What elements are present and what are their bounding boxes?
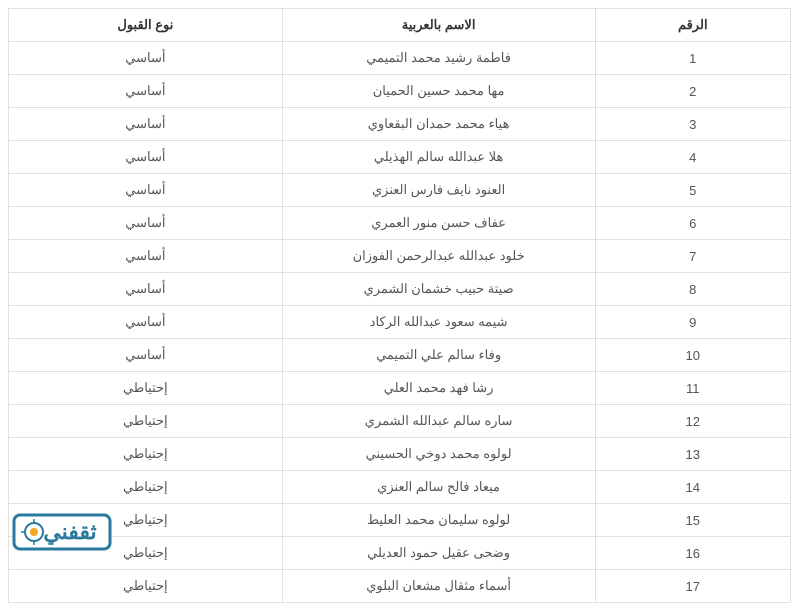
cell-type: أساسي bbox=[9, 273, 283, 306]
table-row: 7خلود عبدالله عبدالرحمن الفوزانأساسي bbox=[9, 240, 791, 273]
table-row: 3هياء محمد حمدان البقعاويأساسي bbox=[9, 108, 791, 141]
cell-name: رشا فهد محمد العلي bbox=[282, 372, 595, 405]
table-row: 11رشا فهد محمد العليإحتياطي bbox=[9, 372, 791, 405]
cell-name: ميعاد فالح سالم العنزي bbox=[282, 471, 595, 504]
cell-type: أساسي bbox=[9, 306, 283, 339]
cell-name: وضحى عقيل حمود العديلي bbox=[282, 537, 595, 570]
cell-name: هلا عبدالله سالم الهذيلي bbox=[282, 141, 595, 174]
cell-number: 13 bbox=[595, 438, 791, 471]
table-row: 2مها محمد حسين الحميانأساسي bbox=[9, 75, 791, 108]
table-row: 1فاطمة رشيد محمد التميميأساسي bbox=[9, 42, 791, 75]
table-row: 10وفاء سالم علي التميميأساسي bbox=[9, 339, 791, 372]
cell-number: 3 bbox=[595, 108, 791, 141]
cell-type: أساسي bbox=[9, 240, 283, 273]
table-row: 17أسماء مثقال مشعان البلويإحتياطي bbox=[9, 570, 791, 603]
cell-type: أساسي bbox=[9, 42, 283, 75]
cell-number: 2 bbox=[595, 75, 791, 108]
svg-text:ثقفني: ثقفني bbox=[43, 519, 96, 545]
header-type: نوع القبول bbox=[9, 9, 283, 42]
cell-type: إحتياطي bbox=[9, 570, 283, 603]
cell-type: أساسي bbox=[9, 207, 283, 240]
table-row: 4هلا عبدالله سالم الهذيليأساسي bbox=[9, 141, 791, 174]
cell-number: 1 bbox=[595, 42, 791, 75]
cell-name: ساره سالم عبدالله الشمري bbox=[282, 405, 595, 438]
cell-number: 14 bbox=[595, 471, 791, 504]
cell-number: 17 bbox=[595, 570, 791, 603]
cell-name: صيتة حبيب خشمان الشمري bbox=[282, 273, 595, 306]
cell-name: أسماء مثقال مشعان البلوي bbox=[282, 570, 595, 603]
table-header-row: الرقم الاسم بالعربية نوع القبول bbox=[9, 9, 791, 42]
cell-number: 7 bbox=[595, 240, 791, 273]
cell-number: 12 bbox=[595, 405, 791, 438]
table-row: 5العنود نايف فارس العنزيأساسي bbox=[9, 174, 791, 207]
cell-name: شيمه سعود عبدالله الركاد bbox=[282, 306, 595, 339]
cell-type: أساسي bbox=[9, 174, 283, 207]
cell-name: عفاف حسن منور العمري bbox=[282, 207, 595, 240]
cell-number: 4 bbox=[595, 141, 791, 174]
table-row: 9شيمه سعود عبدالله الركادأساسي bbox=[9, 306, 791, 339]
cell-name: العنود نايف فارس العنزي bbox=[282, 174, 595, 207]
cell-number: 15 bbox=[595, 504, 791, 537]
table-row: 13لولوه محمد دوخي الحسينيإحتياطي bbox=[9, 438, 791, 471]
cell-type: إحتياطي bbox=[9, 438, 283, 471]
table-row: 15لولوه سليمان محمد العليطإحتياطي bbox=[9, 504, 791, 537]
cell-name: لولوه محمد دوخي الحسيني bbox=[282, 438, 595, 471]
cell-name: لولوه سليمان محمد العليط bbox=[282, 504, 595, 537]
cell-name: مها محمد حسين الحميان bbox=[282, 75, 595, 108]
header-number: الرقم bbox=[595, 9, 791, 42]
table-row: 8صيتة حبيب خشمان الشمريأساسي bbox=[9, 273, 791, 306]
cell-name: وفاء سالم علي التميمي bbox=[282, 339, 595, 372]
cell-type: إحتياطي bbox=[9, 405, 283, 438]
cell-type: أساسي bbox=[9, 141, 283, 174]
admissions-table: الرقم الاسم بالعربية نوع القبول 1فاطمة ر… bbox=[8, 8, 791, 603]
table-row: 14ميعاد فالح سالم العنزيإحتياطي bbox=[9, 471, 791, 504]
table-row: 12ساره سالم عبدالله الشمريإحتياطي bbox=[9, 405, 791, 438]
cell-type: إحتياطي bbox=[9, 372, 283, 405]
watermark-logo: ثقفني bbox=[12, 507, 112, 557]
cell-type: أساسي bbox=[9, 75, 283, 108]
cell-number: 5 bbox=[595, 174, 791, 207]
cell-type: أساسي bbox=[9, 339, 283, 372]
cell-name: هياء محمد حمدان البقعاوي bbox=[282, 108, 595, 141]
cell-number: 6 bbox=[595, 207, 791, 240]
cell-name: خلود عبدالله عبدالرحمن الفوزان bbox=[282, 240, 595, 273]
table-row: 16وضحى عقيل حمود العديليإحتياطي bbox=[9, 537, 791, 570]
cell-number: 8 bbox=[595, 273, 791, 306]
cell-number: 9 bbox=[595, 306, 791, 339]
cell-number: 10 bbox=[595, 339, 791, 372]
header-name: الاسم بالعربية bbox=[282, 9, 595, 42]
cell-number: 11 bbox=[595, 372, 791, 405]
table-row: 6عفاف حسن منور العمريأساسي bbox=[9, 207, 791, 240]
cell-type: أساسي bbox=[9, 108, 283, 141]
cell-name: فاطمة رشيد محمد التميمي bbox=[282, 42, 595, 75]
cell-type: إحتياطي bbox=[9, 471, 283, 504]
cell-number: 16 bbox=[595, 537, 791, 570]
